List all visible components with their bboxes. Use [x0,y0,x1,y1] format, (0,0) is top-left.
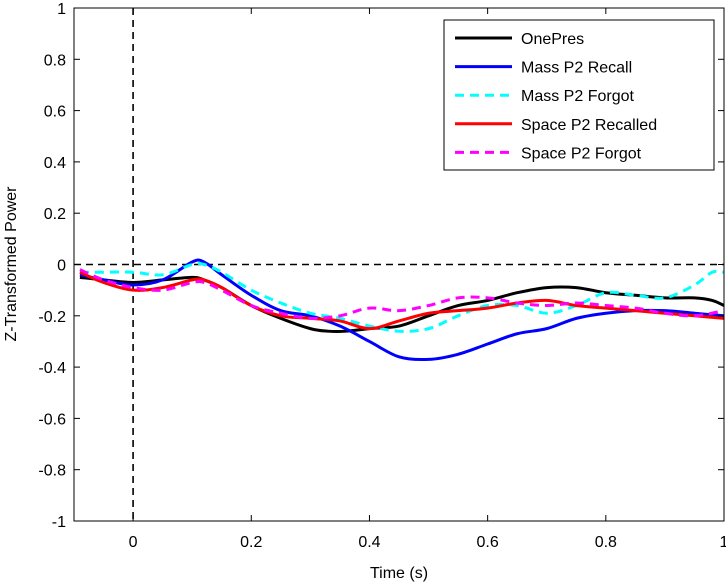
y-tick-label-4: -0.2 [38,309,66,326]
y-tick-label-6: 0.2 [44,206,66,223]
x-tick-label-0: 0 [129,534,138,551]
x-tick-label-1: 0.2 [240,534,262,551]
y-tick-label-10: 1 [57,1,66,18]
series-line-3 [79,270,725,331]
y-tick-label-7: 0.4 [44,155,66,172]
y-tick-label-2: -0.6 [38,411,66,428]
series-line-1 [79,258,725,362]
series-layer [79,258,725,362]
ticks-layer: 0 0.2 0.4 0.6 0.8 1 -1 -0.8 -0.6 -0.4 -0.2 0 0.2 0.4 0… [38,1,726,551]
series-line-4 [79,268,725,320]
x-axis-label: Time (s) [370,565,428,582]
x-tick-label-5: 1 [720,534,726,551]
y-tick-label-9: 0.8 [44,52,66,69]
legend-label-2: Mass P2 Forgot [521,88,634,105]
y-tick-label-1: -0.8 [38,463,66,480]
y-axis-label: Z-Transformed Power [3,186,20,342]
x-tick-label-2: 0.4 [358,534,380,551]
legend-label-1: Mass P2 Recall [521,60,632,77]
reference-lines [74,8,724,521]
y-tick-label-0: -1 [52,514,66,531]
legend: OnePres Mass P2 Recall Mass P2 Forgot Space… [443,19,715,171]
legend-label-3: Space P2 Recalled [521,117,657,134]
series-line-2 [79,261,725,333]
x-tick-label-4: 0.8 [595,534,617,551]
y-tick-label-3: -0.4 [38,360,66,377]
legend-box [443,19,715,171]
y-tick-label-5: 0 [57,258,66,275]
legend-label-4: Space P2 Forgot [521,145,642,162]
y-tick-label-8: 0.6 [44,104,66,121]
x-tick-label-3: 0.6 [477,534,499,551]
legend-label-0: OnePres [521,31,584,48]
